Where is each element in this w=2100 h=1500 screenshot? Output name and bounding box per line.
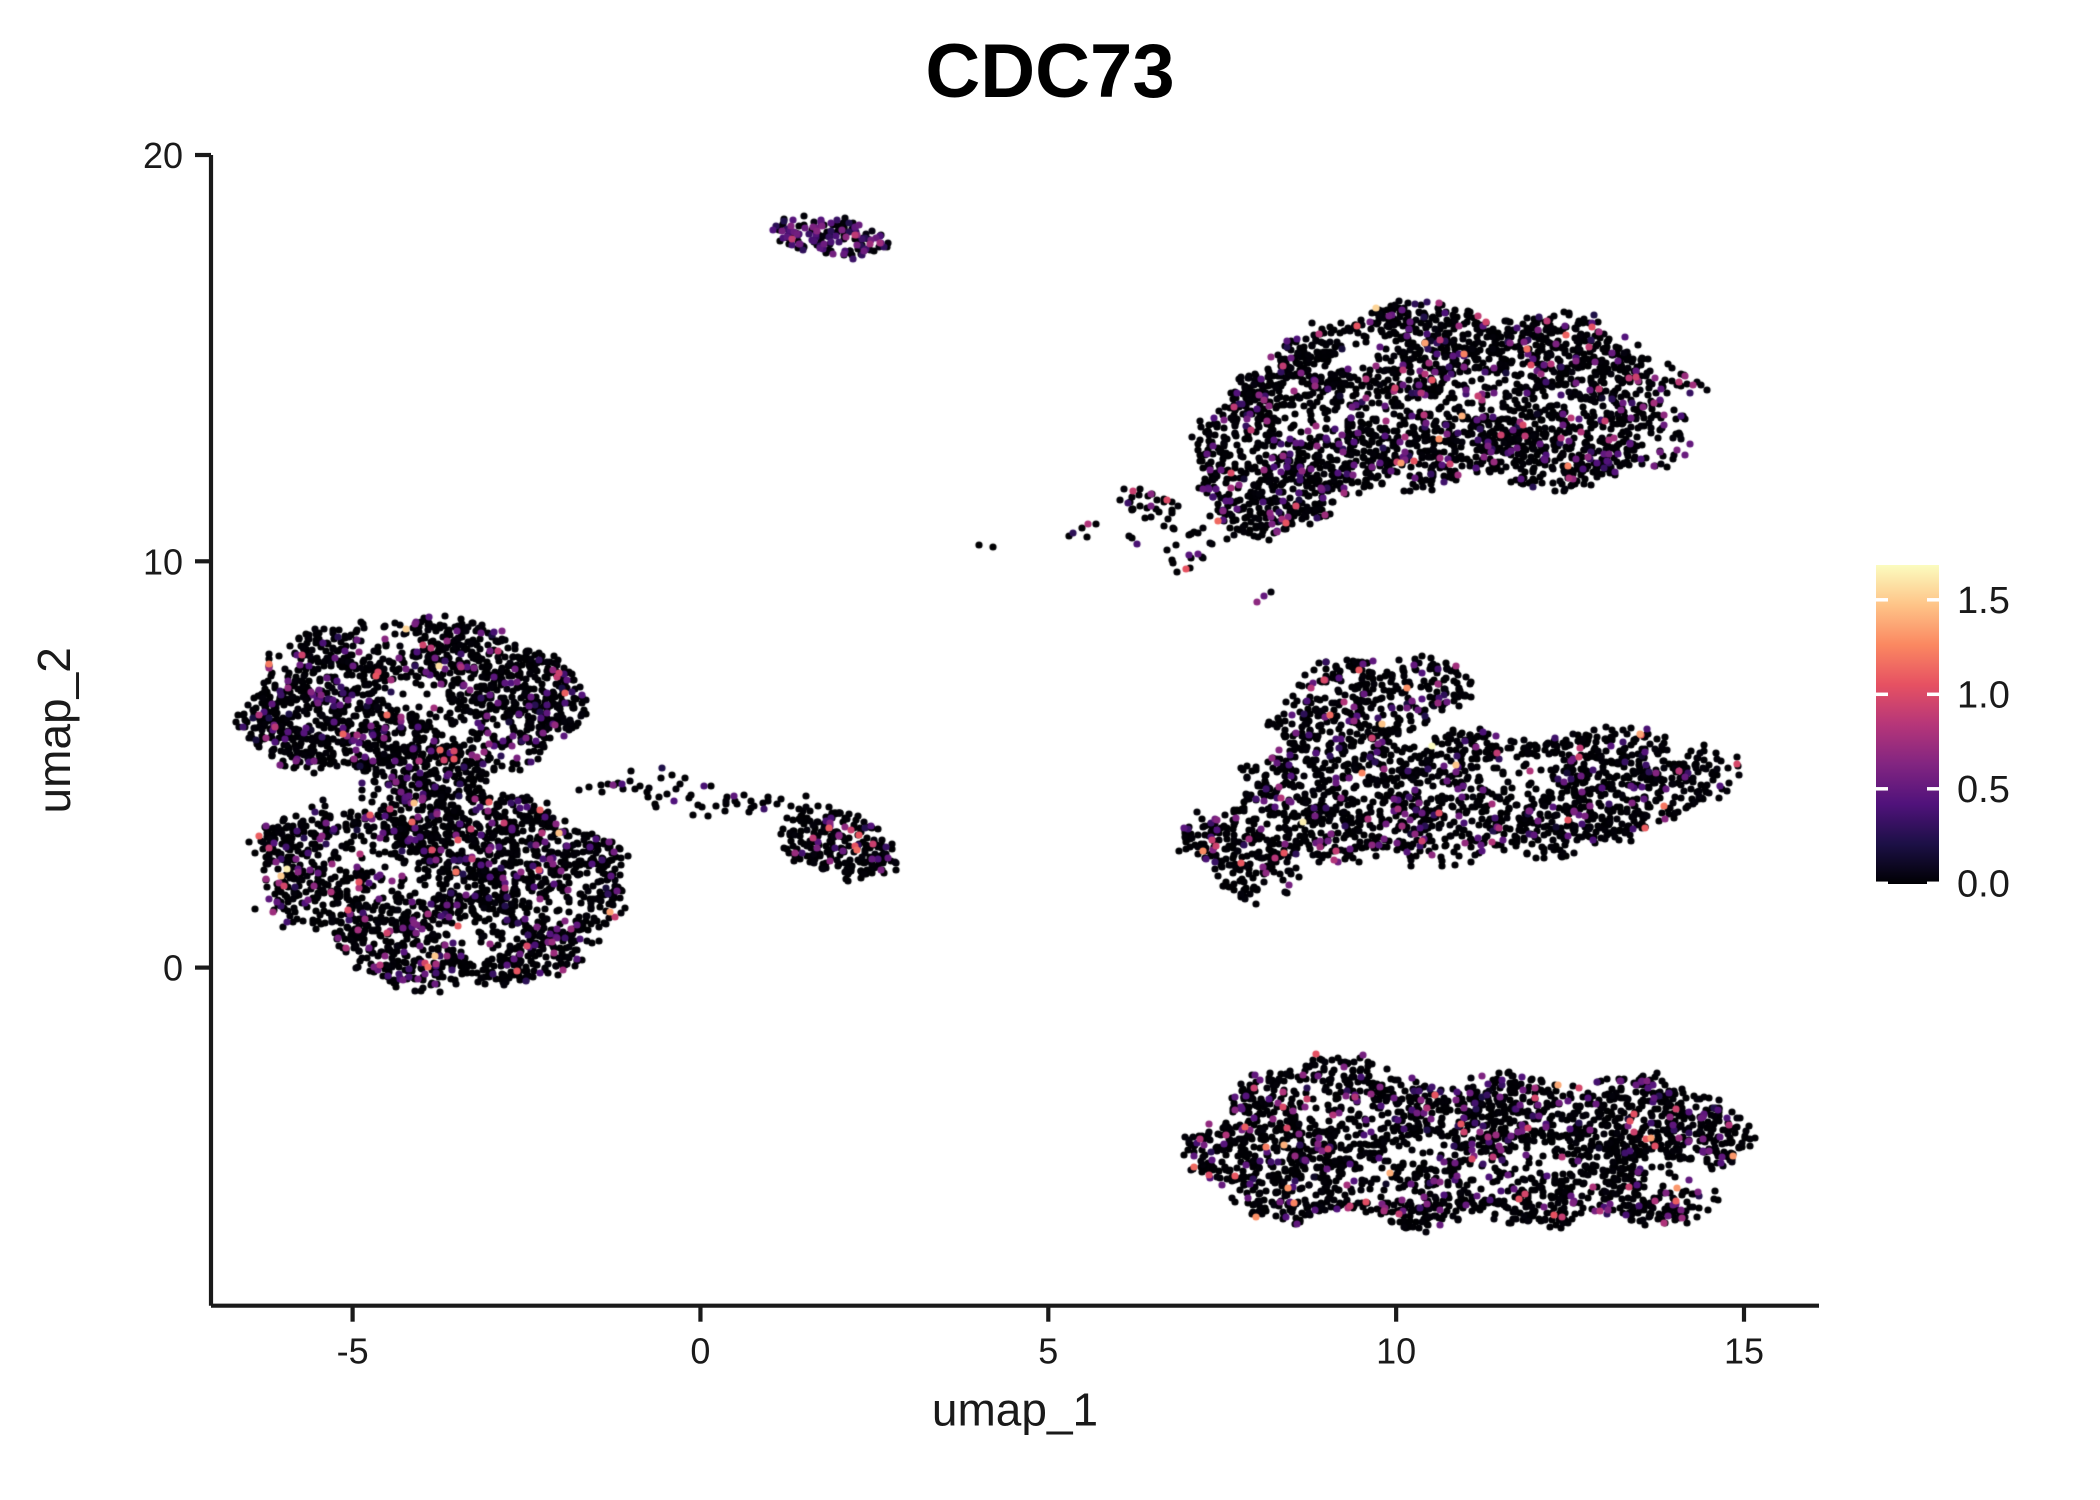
svg-text:0.0: 0.0 [1957, 863, 2010, 905]
svg-text:0.5: 0.5 [1957, 769, 2010, 811]
svg-text:1.0: 1.0 [1957, 674, 2010, 716]
svg-text:1.5: 1.5 [1957, 580, 2010, 622]
